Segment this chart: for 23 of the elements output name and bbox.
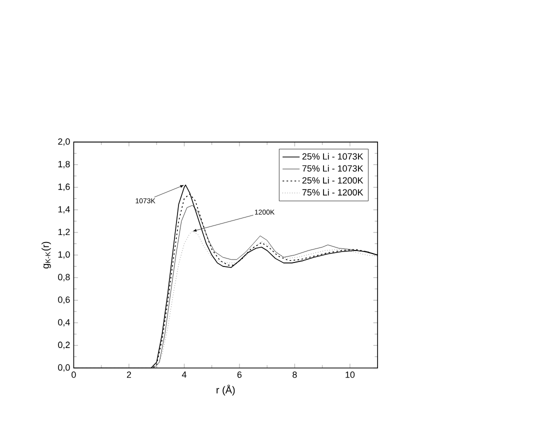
x-tick-label: 6 [237,372,242,378]
legend-label: 25% Li - 1200K [302,177,364,184]
y-axis-title: g$_{K-K}$(r) [42,242,51,269]
x-tick-label: 2 [126,372,131,378]
x-tick-label: 10 [346,372,355,378]
x-tick-label: 0 [72,372,76,378]
y-tick-label: 0,8 [58,274,70,282]
y-tick-label: 0,4 [58,319,70,327]
y-tick-label: 1,4 [58,206,70,214]
x-axis-title: r (Å) [216,384,235,396]
y-tick-label: 0,0 [58,364,70,372]
x-tick-label: 8 [292,372,297,378]
legend-label: 75% Li - 1200K [302,189,364,196]
y-tick-label: 1,6 [58,184,70,192]
y-tick-label: 2,0 [58,138,70,146]
y-tick-label: 1,0 [58,251,70,259]
y-tick-label: 0,2 [58,342,70,350]
x-tick-label: 4 [182,372,186,378]
legend-label: 75% Li - 1073K [302,165,364,172]
y-tick-label: 1,8 [58,161,70,169]
legend-label: 25% Li - 1073K [302,153,364,160]
y-tick-label: 0,6 [58,296,70,304]
y-tick-label: 1,2 [58,228,70,236]
